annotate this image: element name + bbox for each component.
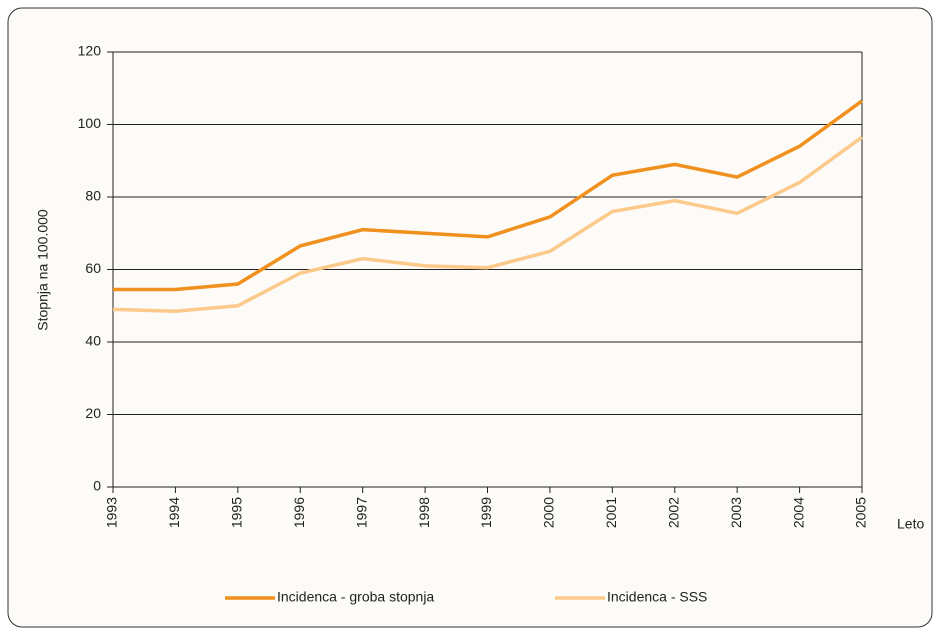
- x-tick-label: 2002: [665, 497, 681, 528]
- x-tick-label: 1999: [478, 497, 494, 528]
- x-tick-label: 2001: [603, 497, 619, 528]
- x-tick-label: 2005: [853, 497, 869, 528]
- series-line: [113, 99, 864, 292]
- y-tick-label: 20: [85, 405, 101, 421]
- x-tick-label: 1996: [291, 497, 307, 528]
- y-tick-label: 80: [85, 188, 101, 204]
- panel: [7, 7, 933, 628]
- y-tick-label: 120: [78, 43, 102, 59]
- x-tick-label: 1993: [104, 497, 120, 528]
- y-tick-label: 40: [85, 333, 101, 349]
- y-axis-label: Stopnja na 100.000: [35, 209, 51, 331]
- x-tick-label: 1994: [166, 497, 182, 528]
- x-tick-label: 2003: [728, 497, 744, 528]
- x-tick-label: 2000: [541, 497, 557, 528]
- y-tick-label: 100: [78, 115, 102, 131]
- x-tick-label: 1995: [229, 497, 245, 528]
- x-tick-label: 1997: [353, 497, 369, 528]
- legend-label: Incidenca - groba stopnja: [277, 589, 434, 605]
- y-tick-label: 60: [85, 260, 101, 276]
- y-tick-label: 0: [93, 478, 101, 494]
- legend-label: Incidenca - SSS: [607, 589, 707, 605]
- x-axis-label: Leto: [897, 516, 924, 532]
- x-tick-label: 1998: [416, 497, 432, 528]
- series-line: [112, 135, 864, 313]
- x-tick-label: 2004: [790, 497, 806, 528]
